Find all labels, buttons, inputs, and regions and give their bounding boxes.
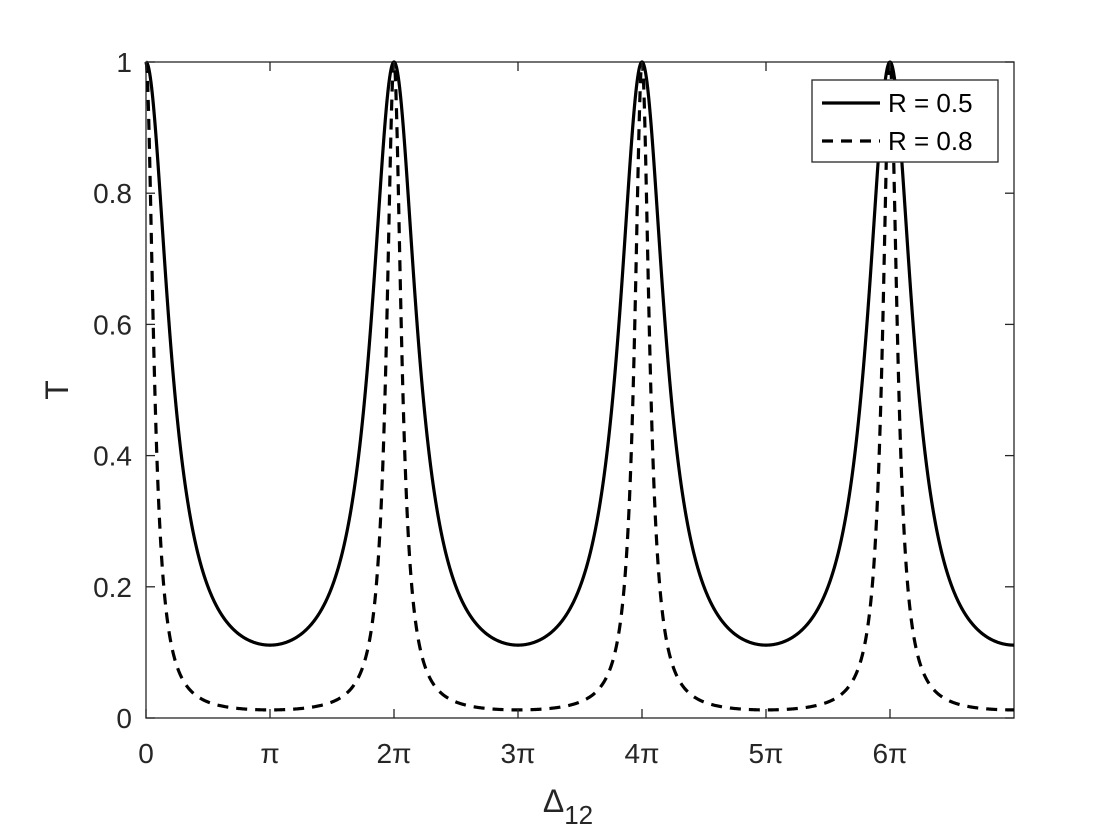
- x-tick-label: 0: [138, 738, 154, 769]
- axis-labels-layer: Δ12 T: [39, 380, 593, 830]
- x-tick-label: 6π: [873, 738, 908, 769]
- x-tick-label: 2π: [377, 738, 412, 769]
- y-tick-label: 0.6: [93, 309, 132, 340]
- legend-label-2: R = 0.8: [888, 126, 973, 156]
- series-line-1: [145, 60, 1015, 647]
- y-tick-label: 0: [116, 703, 132, 734]
- x-axis-label-main: Δ: [543, 783, 564, 819]
- series-layer: [144, 60, 1015, 712]
- x-tick-label: 5π: [749, 738, 784, 769]
- ticks-layer: [145, 61, 1014, 719]
- x-tick-label: 4π: [625, 738, 660, 769]
- legend-box: [811, 79, 999, 163]
- y-tick-label: 0.8: [93, 178, 132, 209]
- y-tick-label: 0.4: [93, 441, 132, 472]
- x-tick-label: 3π: [501, 738, 536, 769]
- axes-box: [145, 61, 1015, 719]
- plot-area: [145, 61, 1015, 719]
- y-axis-label: T: [39, 380, 75, 400]
- x-axis-label: Δ12: [543, 783, 593, 830]
- legend: R = 0.5 R = 0.8: [811, 79, 999, 163]
- y-tick-label: 0.2: [93, 572, 132, 603]
- tick-labels-layer: 0 π 2π 3π 4π 5π 6π 0 0.2 0.4 0.6 0.8 1: [93, 47, 907, 769]
- series-line-2: [144, 60, 1015, 712]
- x-axis-label-subscript: 12: [564, 800, 593, 830]
- legend-label-1: R = 0.5: [888, 88, 973, 118]
- y-tick-label: 1: [116, 47, 132, 78]
- x-tick-label: π: [260, 738, 279, 769]
